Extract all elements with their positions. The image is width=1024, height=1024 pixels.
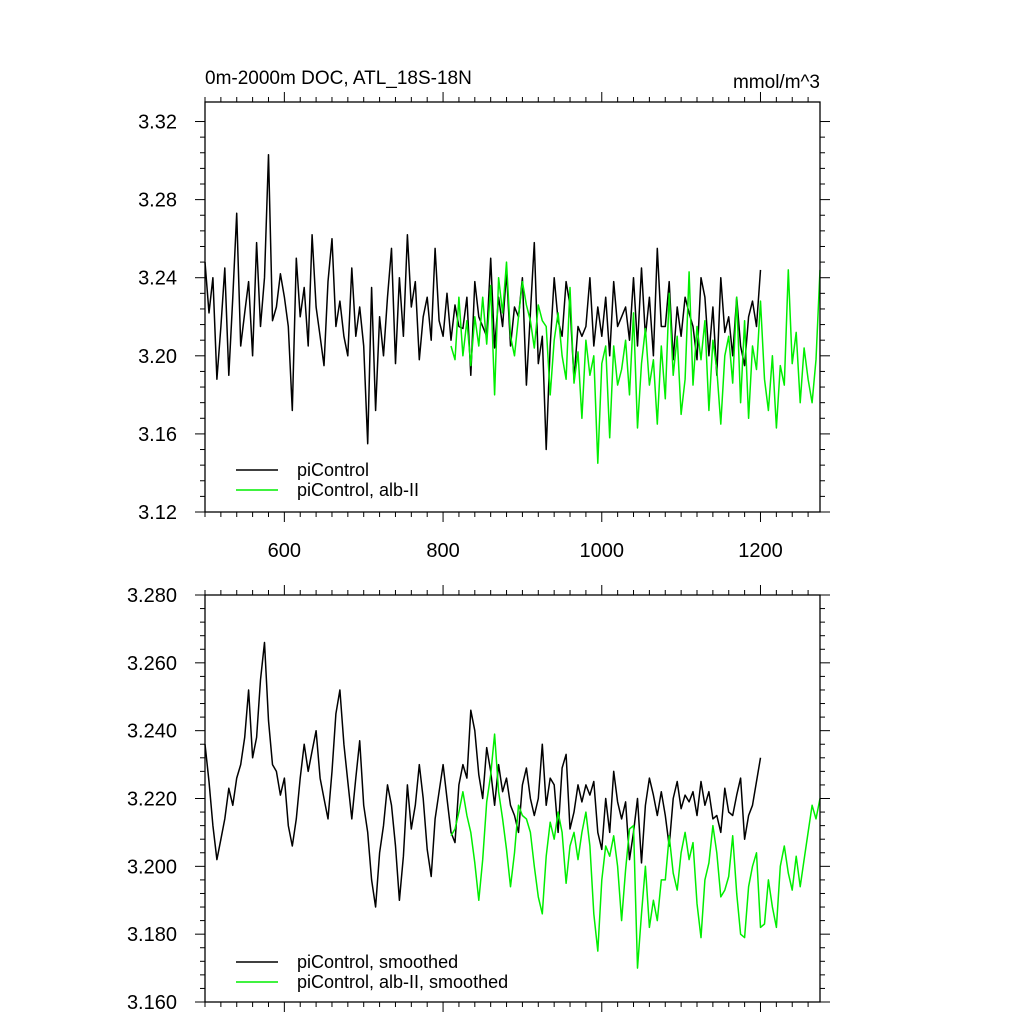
series-layer xyxy=(204,641,821,969)
bottom-panel: 3.160 3.180 3.200 3.220 3.240 3.260 3.280 piCo… xyxy=(127,585,830,1014)
y-tick-label: 3.12 xyxy=(138,502,177,524)
y-tick-label: 3.24 xyxy=(138,268,177,290)
tick-label-layer: 3.160 3.180 3.200 3.220 3.240 3.260 3.280 xyxy=(127,585,177,1014)
y-tick-label: 3.200 xyxy=(127,856,177,878)
tick-layer xyxy=(195,585,830,1012)
y-tick-label: 3.32 xyxy=(138,112,177,134)
legend: piControl piControl, alb-II xyxy=(236,460,419,500)
x-tick-label: 1000 xyxy=(580,540,625,562)
series-line-picontrol-smoothed xyxy=(204,641,762,908)
legend-label-picontrol-smoothed: piControl, smoothed xyxy=(297,952,458,972)
y-tick-label: 3.28 xyxy=(138,190,177,212)
tick-label-layer: 600 800 1000 1200 3.12 3.16 3.20 3.24 3.28 3.32 xyxy=(138,112,783,562)
series-line-picontrol xyxy=(204,153,762,451)
x-tick-label: 800 xyxy=(426,540,459,562)
series-layer xyxy=(204,153,821,464)
series-line-picontrol-alb-ii xyxy=(450,261,821,464)
legend: piControl, smoothed piControl, alb-II, s… xyxy=(236,952,508,992)
plot-frame xyxy=(204,594,821,1003)
x-tick-label: 600 xyxy=(268,540,301,562)
legend-label-picontrol-alb-ii-smoothed: piControl, alb-II, smoothed xyxy=(297,972,508,992)
y-tick-label: 3.240 xyxy=(127,721,177,743)
tick-layer xyxy=(195,92,830,522)
y-tick-label: 3.16 xyxy=(138,424,177,446)
top-panel: 0m-2000m DOC, ATL_18S-18N mmol/m^3 600 80… xyxy=(138,68,830,562)
chart-title: 0m-2000m DOC, ATL_18S-18N xyxy=(205,68,472,89)
y-tick-label: 3.260 xyxy=(127,653,177,675)
plot-frame xyxy=(204,101,821,513)
legend-label-picontrol: piControl xyxy=(297,460,369,480)
y-tick-label: 3.160 xyxy=(127,992,177,1014)
y-tick-label: 3.180 xyxy=(127,924,177,946)
y-tick-label: 3.20 xyxy=(138,346,177,368)
y-tick-label: 3.280 xyxy=(127,585,177,607)
series-line-picontrol-alb-ii-smoothed xyxy=(450,733,821,969)
y-tick-label: 3.220 xyxy=(127,789,177,811)
legend-label-picontrol-alb-ii: piControl, alb-II xyxy=(297,480,419,500)
units-label: mmol/m^3 xyxy=(733,72,820,93)
x-tick-label: 1200 xyxy=(738,540,783,562)
